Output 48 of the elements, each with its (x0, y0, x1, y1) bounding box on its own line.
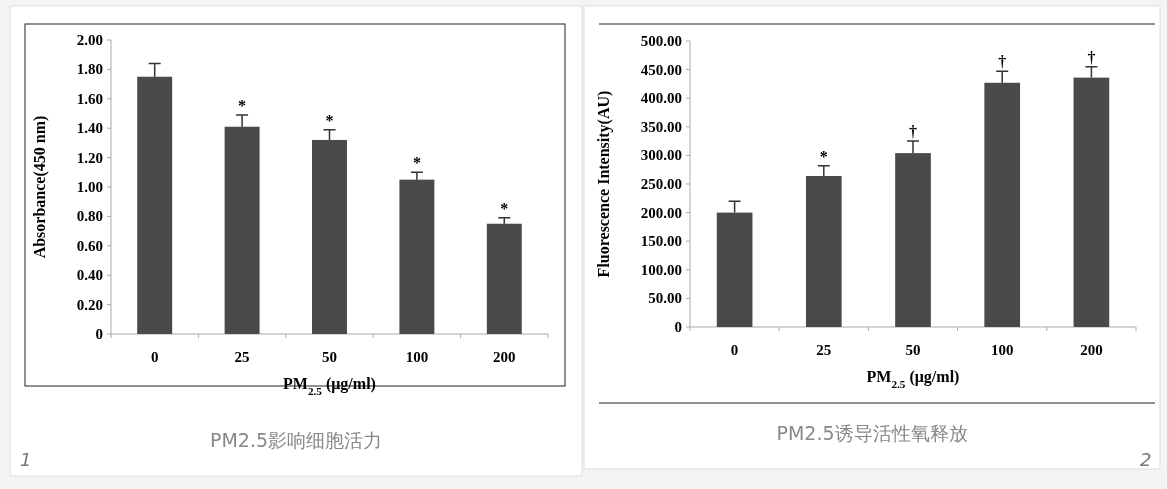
y-tick-label: 100.00 (640, 261, 682, 278)
x-axis-title: PM$_{2.5}$ (μg/ml) (866, 368, 960, 390)
x-tick-label: 25 (816, 342, 832, 358)
text: 2 (1140, 449, 1152, 470)
y-tick-label: 1.00 (76, 179, 103, 195)
annotation: * (238, 96, 247, 114)
x-tick-label: 0 (150, 349, 159, 365)
annotation: † (998, 53, 1007, 71)
text: PM2.5诱导活性氧释放 (776, 422, 968, 444)
y-tick-label: 50.00 (648, 290, 682, 307)
x-axis-title: PM$_{2.5}$ (μg/ml) (283, 375, 376, 397)
x-tick-label: 50 (322, 349, 337, 365)
annotation: † (909, 123, 917, 141)
y-tick-label: 0 (95, 326, 103, 342)
y-tick-label: 350.00 (640, 118, 682, 135)
y-axis-title: Fluorescence Intensity(AU) (595, 90, 613, 278)
y-tick-label: 300.00 (640, 147, 682, 164)
y-tick-label: 0 (674, 319, 682, 335)
annotation: * (500, 199, 509, 217)
x-tick-label: 50 (905, 342, 921, 358)
y-tick-label: 150.00 (640, 233, 682, 250)
y-tick-label: 0.80 (76, 208, 103, 225)
annotation: * (819, 147, 828, 165)
x-tick-label: 100 (405, 349, 429, 365)
x-tick-label: 25 (234, 349, 250, 365)
y-tick-label: 400.00 (640, 90, 682, 107)
annotation: † (1087, 48, 1096, 66)
y-tick-label: 0.60 (76, 237, 103, 254)
y-tick-label: 0.20 (76, 296, 103, 313)
y-tick-label: 250.00 (640, 176, 682, 192)
annotation: * (412, 154, 421, 172)
x-tick-label: 200 (493, 349, 516, 365)
x-tick-label: 100 (990, 342, 1014, 358)
x-tick-label: 200 (1080, 342, 1103, 358)
y-tick-label: 1.60 (76, 90, 103, 107)
text: 1 (20, 449, 32, 470)
annotation: * (325, 111, 334, 129)
y-tick-label: 1.20 (76, 149, 103, 166)
x-tick-label: 0 (730, 342, 739, 358)
y-tick-label: 500.00 (640, 33, 682, 49)
text: PM2.5影响细胞活力 (209, 429, 383, 451)
y-tick-label: 450.00 (640, 61, 682, 78)
y-axis-title: Absorbance(450 nm) (31, 115, 49, 259)
y-tick-label: 1.80 (76, 61, 103, 78)
y-tick-label: 200.00 (640, 204, 682, 221)
y-tick-label: 1.40 (76, 120, 103, 137)
y-tick-label: 2.00 (76, 32, 103, 48)
y-tick-label: 0.40 (76, 267, 103, 284)
